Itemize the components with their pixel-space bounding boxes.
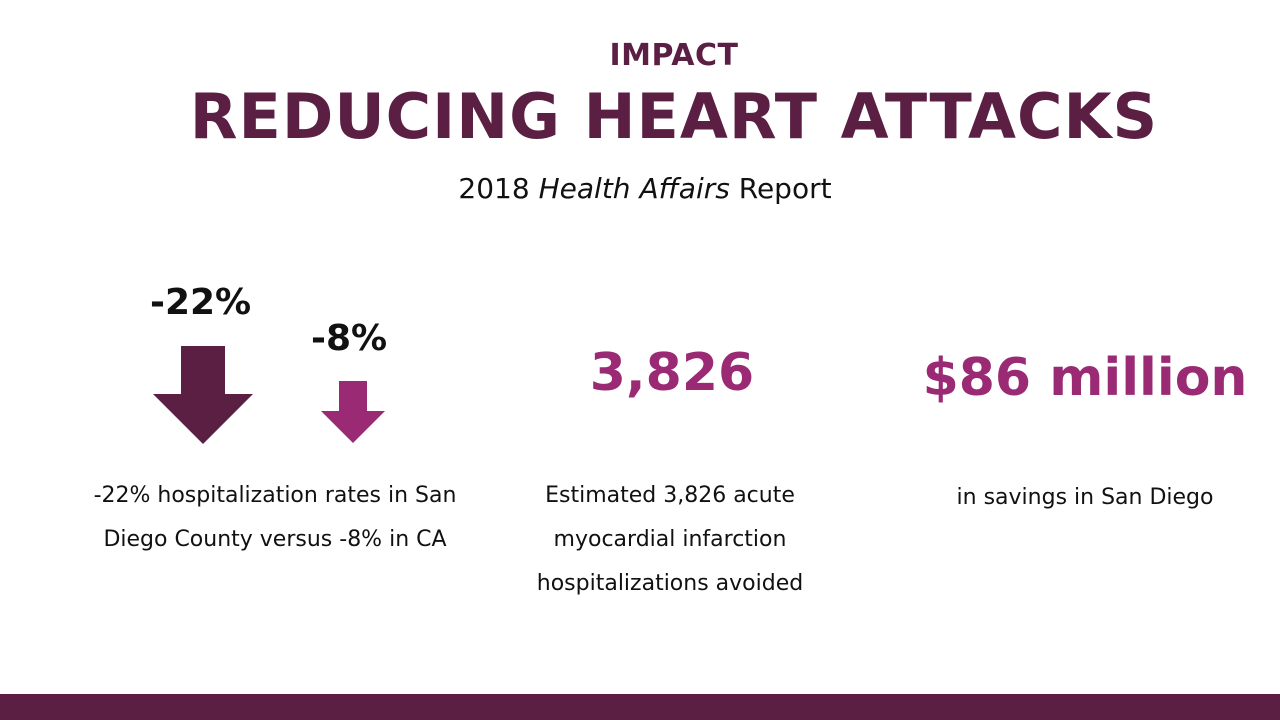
avoided-caption: Estimated 3,826 acute myocardial infarct… <box>536 483 804 596</box>
subtitle-suffix: Report <box>738 172 832 205</box>
savings-value: $86 million <box>922 348 1248 408</box>
savings-caption: in savings in San Diego <box>956 485 1214 510</box>
large-down-arrow-icon <box>153 346 253 444</box>
small-down-arrow-icon <box>321 381 385 443</box>
subtitle: 2018 Health Affairs Report <box>0 172 1280 205</box>
california-change-value: -8% <box>311 318 388 359</box>
subtitle-year: 2018 <box>458 172 530 205</box>
hospitalizations-avoided-value: 3,826 <box>589 343 755 403</box>
san-diego-change-value: -22% <box>150 282 252 323</box>
page-title: REDUCING HEART ATTACKS <box>189 80 1159 153</box>
subtitle-source: Health Affairs <box>538 172 730 205</box>
hospitalization-rates-caption: -22% hospitalization rates in San Diego … <box>93 483 457 552</box>
kicker-label: IMPACT <box>609 38 739 73</box>
footer-bar <box>0 694 1280 720</box>
